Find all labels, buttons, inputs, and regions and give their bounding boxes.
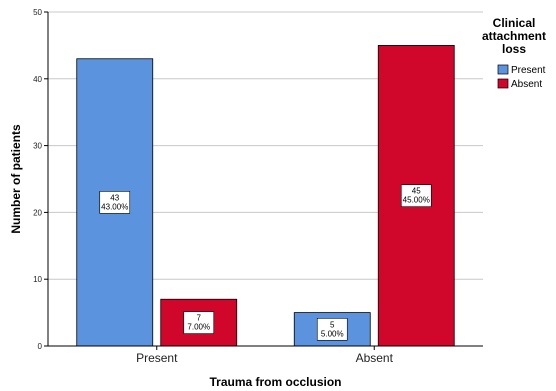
- data-label-box: [99, 191, 131, 214]
- data-label-box: [316, 317, 348, 341]
- x-tick-label: Absent: [356, 351, 394, 365]
- legend-label-absent: Absent: [511, 79, 542, 90]
- legend-label-present: Present: [511, 65, 546, 76]
- y-tick-label: 40: [33, 75, 42, 84]
- data-label-box: [183, 311, 215, 334]
- x-axis-title: Trauma from occlusion: [209, 375, 341, 389]
- y-axis-title: Number of patients: [9, 124, 23, 234]
- legend-title-line-1: Clinical: [493, 16, 536, 30]
- data-label-percent: 45.00%: [403, 196, 430, 205]
- legend-swatch-absent: [497, 78, 509, 89]
- data-label-percent: 7.00%: [187, 323, 210, 332]
- data-label-count: 45: [412, 187, 421, 196]
- data-label-count: 5: [330, 320, 335, 329]
- legend-title-line-2: attachment: [482, 29, 546, 43]
- data-label-count: 7: [197, 314, 202, 323]
- legend-title-line-3: loss: [502, 42, 526, 56]
- y-tick-label: 50: [33, 8, 42, 17]
- y-tick-label: 20: [33, 208, 42, 217]
- bars: [76, 45, 455, 347]
- y-tick-labels: 0 10 20 30 40 50: [33, 8, 48, 351]
- data-label-percent: 43.00%: [101, 202, 128, 211]
- x-tick-label: Present: [136, 351, 178, 365]
- x-tick-labels: Present Absent: [136, 346, 394, 365]
- y-tick-label: 10: [33, 275, 42, 284]
- data-label-percent: 5.00%: [321, 329, 344, 338]
- y-tick-label: 0: [38, 342, 43, 351]
- y-tick-label: 30: [33, 142, 42, 151]
- data-label-count: 43: [110, 193, 119, 202]
- legend-swatch-present: [497, 64, 509, 75]
- data-label-box: [400, 184, 432, 207]
- legend: Clinical attachment loss Present Absent: [482, 16, 546, 90]
